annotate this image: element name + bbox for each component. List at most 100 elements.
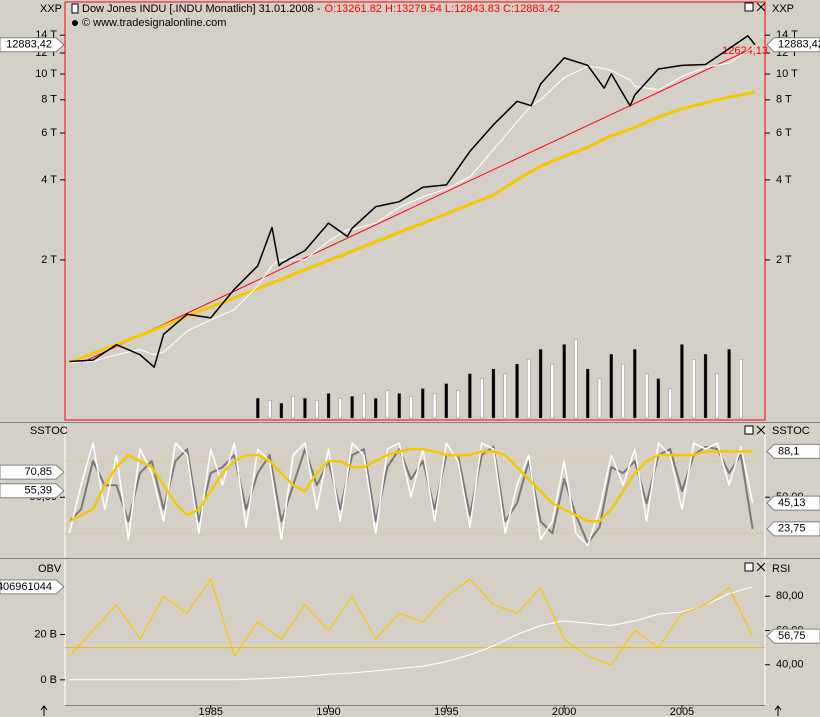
x-tick-label: 1990 — [316, 706, 340, 717]
close-button[interactable] — [756, 425, 766, 435]
volume-bar — [680, 344, 684, 419]
axis-label: SSTOC — [772, 425, 810, 437]
y2-tick-label: 40,00 — [776, 659, 804, 671]
y-tick-label: 2 T — [41, 254, 57, 266]
trend-label: 12624,13 — [722, 45, 768, 57]
volume-bar — [633, 349, 637, 419]
volume-bar — [609, 354, 613, 419]
chart-title: Dow Jones INDU [.INDU Monatlich] 31.01.2… — [82, 3, 321, 15]
volume-bar — [432, 393, 437, 419]
value-tag — [0, 483, 65, 499]
volume-bar — [491, 368, 496, 419]
volume-bar — [562, 344, 566, 419]
axis-label: RSI — [772, 563, 790, 575]
y-tick-label: 10 T — [776, 68, 798, 80]
y-tick-label: 20 B — [34, 628, 57, 640]
volume-bar — [362, 393, 366, 419]
volume-bar — [303, 398, 307, 419]
axis-label: XXP — [40, 3, 62, 15]
volume-bar — [350, 396, 354, 419]
y-tick-label: 4 T — [41, 174, 57, 186]
y2-tick-label: 80,00 — [776, 590, 804, 602]
maximize-button[interactable] — [744, 562, 754, 572]
volume-bar — [409, 396, 413, 419]
volume-bar — [456, 390, 460, 419]
volume-bar — [421, 388, 425, 419]
maximize-button[interactable] — [744, 425, 754, 435]
volume-bar — [256, 398, 260, 419]
value-tag-label: 45,13 — [778, 497, 806, 509]
volume-bar — [574, 339, 578, 419]
y-tick-label: 6 T — [41, 127, 57, 139]
volume-bar — [503, 373, 507, 419]
value-tag — [766, 443, 820, 459]
volume-bar — [515, 363, 519, 419]
value-tag-label: 12883,42 — [778, 39, 820, 51]
trend-line — [80, 46, 756, 364]
window-buttons[interactable] — [744, 2, 766, 572]
volume-bar — [374, 398, 378, 419]
series-line — [68, 442, 754, 547]
scroll-arrow[interactable] — [774, 705, 782, 716]
x-tick-label: 2005 — [670, 706, 694, 717]
volume-bar — [444, 383, 448, 419]
volume-bar — [385, 390, 390, 419]
volume-bar — [550, 363, 555, 419]
volume-bar — [527, 359, 531, 419]
ohlc-text: O:13261.82 H:13279.54 L:12843.83 C:12883… — [324, 3, 559, 15]
axis-label: XXP — [772, 3, 794, 15]
value-tag-label: 406961044 — [0, 581, 52, 593]
value-tag-label: 70,85 — [24, 466, 52, 478]
series-line — [68, 578, 754, 666]
volume-bar — [656, 378, 661, 419]
x-tick-label: 1995 — [434, 706, 458, 717]
volume-bar — [326, 393, 331, 419]
scroll-arrow[interactable] — [40, 705, 48, 716]
volume-bar — [338, 398, 342, 419]
volume-bar — [480, 378, 484, 419]
price-panel-frame — [64, 1, 766, 421]
volume-bar — [739, 359, 743, 419]
volume-bar — [715, 373, 719, 419]
y-tick-label: 8 T — [776, 94, 792, 106]
volume-bar — [397, 393, 401, 419]
volume-bar — [267, 400, 272, 419]
value-tag-label: 23,75 — [778, 523, 806, 535]
y-tick-label: 4 T — [776, 174, 792, 186]
x-tick-label: 2000 — [552, 706, 576, 717]
y-tick-label: 8 T — [41, 94, 57, 106]
y-tick-label: 2 T — [776, 254, 792, 266]
series-line — [69, 35, 756, 368]
maximize-button[interactable] — [744, 2, 754, 12]
volume-bar — [315, 400, 319, 419]
y-tick-label: 6 T — [776, 127, 792, 139]
volume-bar — [538, 349, 543, 419]
y-tick-label: 10 T — [35, 68, 57, 80]
volume-bar — [644, 373, 649, 419]
link-icon — [72, 20, 78, 26]
value-tag — [0, 579, 65, 595]
value-tag — [766, 37, 820, 53]
volume-bar — [586, 368, 590, 419]
volume-bar — [668, 388, 672, 419]
value-tag — [0, 37, 65, 53]
chart-subtitle: © www.tradesignalonline.com — [82, 17, 226, 29]
series-line — [68, 90, 756, 365]
series-line — [69, 45, 756, 364]
axis-label: OBV — [38, 563, 62, 575]
value-tag — [766, 628, 820, 644]
y-tick-label: 0 B — [40, 674, 57, 686]
value-tag-label: 88,1 — [778, 445, 799, 457]
value-tag-label: 55,39 — [24, 485, 52, 497]
value-tag-label: 56,75 — [778, 630, 806, 642]
symbol-icon — [71, 3, 79, 14]
axis-label: SSTOC — [30, 425, 68, 437]
value-tag-label: 12883,42 — [6, 39, 52, 51]
close-button[interactable] — [756, 562, 766, 572]
close-button[interactable] — [756, 2, 766, 12]
series-line — [69, 586, 753, 681]
x-tick-label: 1985 — [198, 706, 222, 717]
volume-bar — [597, 378, 602, 419]
